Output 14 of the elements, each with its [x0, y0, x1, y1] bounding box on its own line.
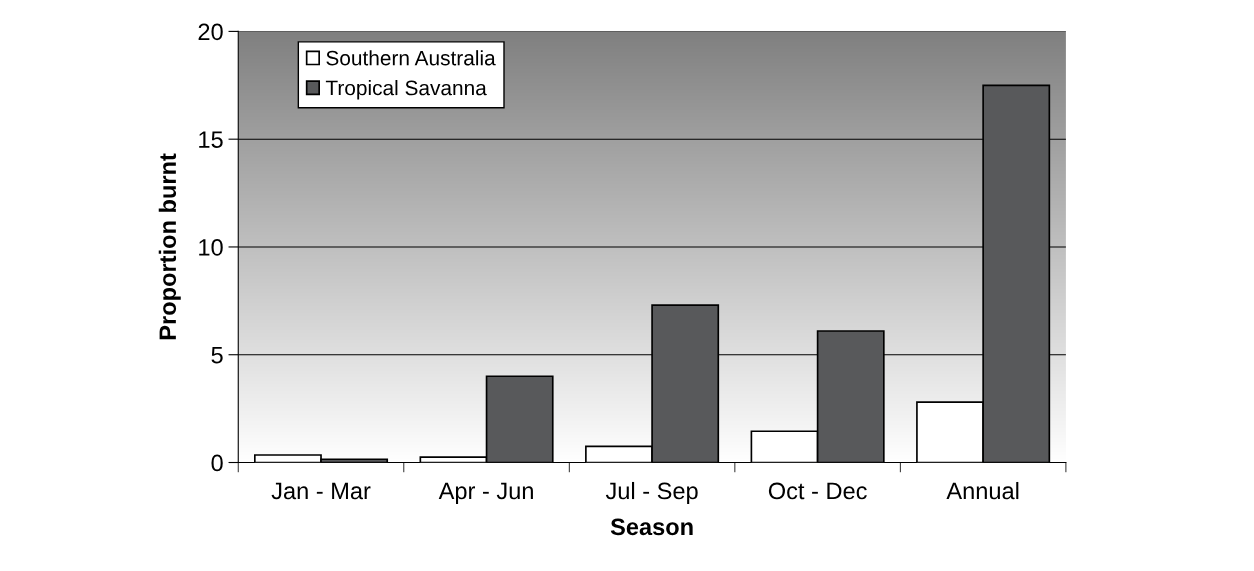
- legend-label: Southern Australia: [326, 50, 496, 66]
- x-tick-label: Apr - Jun: [438, 482, 533, 504]
- y-tick-label: 5: [211, 347, 223, 364]
- y-tick-label: 20: [198, 23, 223, 41]
- legend-label: Tropical Savanna: [325, 79, 487, 100]
- x-tick-label: Jan - Mar: [271, 482, 371, 500]
- x-tick-label: Jul - Sep: [605, 481, 698, 504]
- x-tick-label: Oct - Dec: [768, 482, 867, 500]
- x-tick-label: Annual: [946, 481, 1019, 500]
- x-axis-title: Season: [610, 518, 693, 536]
- y-tick-label: 15: [199, 131, 223, 148]
- y-tick-label: 10: [199, 239, 223, 256]
- y-axis-title: Proportion burnt: [158, 153, 181, 340]
- y-tick-label: 0: [211, 454, 223, 472]
